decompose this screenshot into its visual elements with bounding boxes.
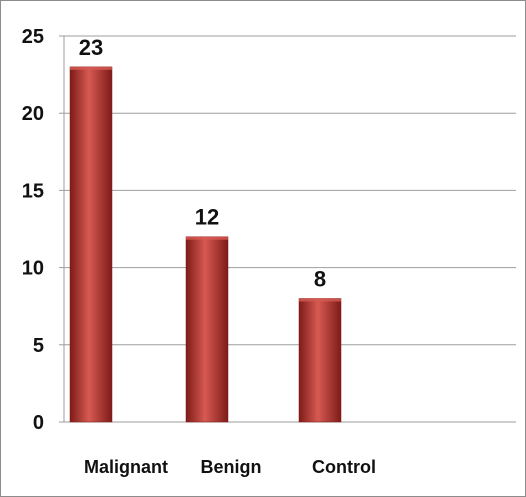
data-label-malignant: 23 [79, 35, 103, 60]
data-label-benign: 12 [195, 205, 219, 230]
y-tick-label: 20 [22, 103, 44, 125]
category-labels: Malignant Benign Control [84, 457, 376, 477]
y-tick-labels: 0 5 10 15 20 25 [22, 26, 44, 434]
y-tick-label: 25 [22, 26, 44, 48]
y-tick-label: 15 [22, 180, 44, 202]
category-label-control: Control [312, 457, 376, 477]
bar-cap-control [299, 298, 341, 302]
y-tick-label: 10 [22, 258, 44, 280]
bar-control [298, 298, 342, 423]
data-label-control: 8 [314, 266, 326, 291]
bars [69, 66, 342, 423]
bar-cap-benign [186, 236, 228, 240]
bar-benign [185, 236, 229, 423]
y-tick-label: 5 [33, 335, 44, 357]
bar-cap-malignant [70, 66, 112, 70]
category-label-benign: Benign [201, 457, 262, 477]
gridlines [64, 35, 516, 346]
axes [59, 35, 516, 423]
bar-malignant [69, 66, 113, 423]
y-tick-label: 0 [33, 412, 44, 434]
category-label-malignant: Malignant [84, 457, 168, 477]
data-labels: 23 12 8 [79, 35, 326, 292]
